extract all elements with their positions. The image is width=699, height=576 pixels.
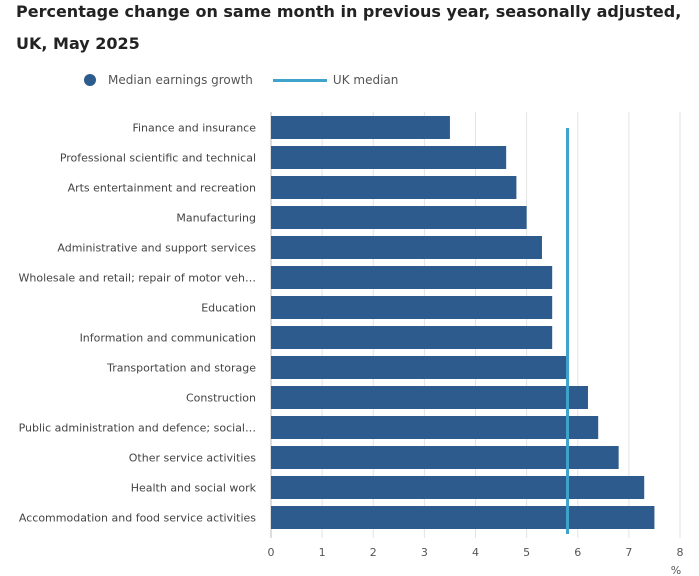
bar[interactable] [271,236,542,259]
x-tick-label: 2 [370,546,377,559]
category-label: Transportation and storage [106,362,256,375]
bar[interactable] [271,416,599,439]
bar[interactable] [271,326,553,349]
bar[interactable] [271,176,517,199]
category-label: Accommodation and food service activitie… [19,512,256,525]
category-label: Arts entertainment and recreation [68,182,256,195]
bar[interactable] [271,356,568,379]
chart-title-line-2: UK, May 2025 [16,34,140,53]
chart-title-line-1: Percentage change on same month in previ… [16,2,682,21]
category-label: Construction [186,392,256,405]
bar[interactable] [271,116,450,139]
legend-item-reference[interactable]: UK median [272,73,399,87]
bar[interactable] [271,266,553,289]
bar[interactable] [271,206,527,229]
x-tick-layer: 0 1 2 3 4 5 6 7 8 [268,546,684,559]
category-label: Information and communication [80,332,256,345]
bar[interactable] [271,296,553,319]
x-tick-label: 6 [574,546,581,559]
category-label-layer: Finance and insurance Professional scient… [18,122,256,525]
category-label: Education [201,302,256,315]
legend-dot-icon [84,74,96,86]
legend: Median earnings growth UK median [84,70,398,90]
legend-line-icon [272,78,327,82]
category-label: Wholesale and retail; repair of motor ve… [18,272,256,285]
legend-item-series[interactable]: Median earnings growth [84,73,253,87]
category-label: Professional scientific and technical [60,152,256,165]
x-tick-label: 8 [677,546,684,559]
x-tick-label: 5 [523,546,530,559]
x-unit-label: % [671,564,681,576]
category-label: Other service activities [129,452,256,465]
bar[interactable] [271,506,655,529]
category-label: Manufacturing [176,212,256,225]
category-label: Finance and insurance [132,122,256,135]
bar-layer [271,116,655,529]
category-label: Public administration and defence; socia… [19,422,256,435]
x-tick-label: 3 [421,546,428,559]
legend-series-label: Median earnings growth [108,73,253,87]
bar[interactable] [271,476,645,499]
x-tick-label: 4 [472,546,479,559]
x-tick-label: 1 [319,546,326,559]
x-tick-label: 0 [268,546,275,559]
x-tick-label: 7 [625,546,632,559]
bar[interactable] [271,386,588,409]
grid-layer [270,112,681,538]
bar[interactable] [271,446,619,469]
bar[interactable] [271,146,507,169]
category-label: Administrative and support services [57,242,256,255]
category-label: Health and social work [131,482,257,495]
legend-reference-label: UK median [332,73,399,87]
